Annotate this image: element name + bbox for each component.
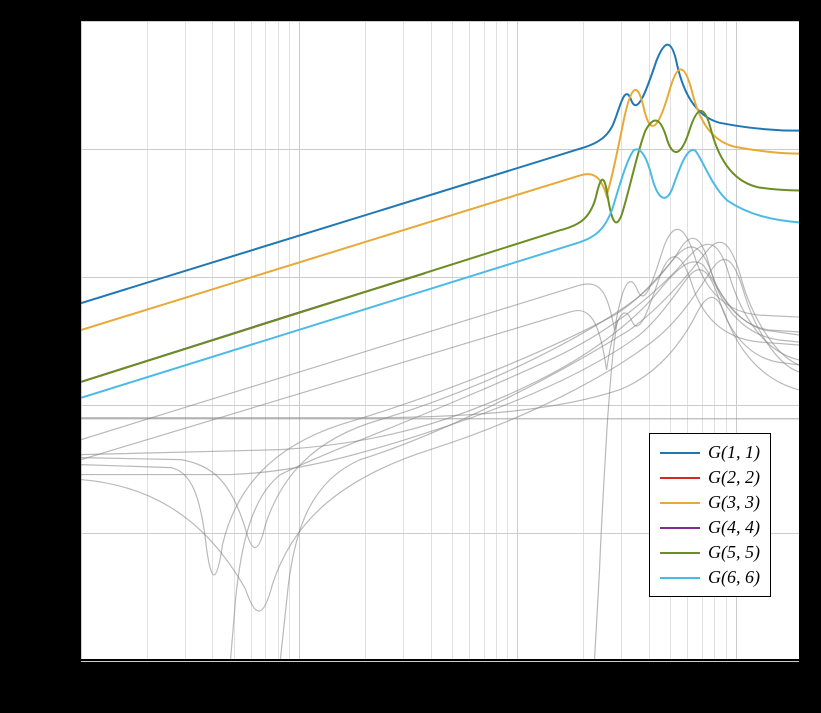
legend-label: G(6, 6) [708,567,760,588]
series-G33 [81,69,799,330]
plot-area: G(1, 1) G(2, 2) G(3, 3) G(4, 4) G(5, 5) G(6, … [80,20,800,660]
legend-swatch [660,527,700,529]
series-G11 [81,45,799,303]
legend-swatch [660,452,700,454]
legend-row-G66: G(6, 6) [660,565,760,590]
legend-label: G(4, 4) [708,517,760,538]
legend-row-G33: G(3, 3) [660,490,760,515]
legend: G(1, 1) G(2, 2) G(3, 3) G(4, 4) G(5, 5) G(6, … [649,433,771,597]
legend-swatch [660,502,700,504]
legend-label: G(5, 5) [708,542,760,563]
legend-swatch [660,577,700,579]
grid-line-y [81,661,799,662]
legend-row-G22: G(2, 2) [660,465,760,490]
legend-swatch [660,552,700,554]
background-curve [595,320,618,659]
background-curve [81,229,799,439]
legend-row-G44: G(4, 4) [660,515,760,540]
legend-label: G(1, 1) [708,442,760,463]
legend-swatch [660,477,700,479]
legend-row-G55: G(5, 5) [660,540,760,565]
background-curve [81,262,799,455]
legend-label: G(2, 2) [708,467,760,488]
legend-label: G(3, 3) [708,492,760,513]
legend-row-G11: G(1, 1) [660,440,760,465]
